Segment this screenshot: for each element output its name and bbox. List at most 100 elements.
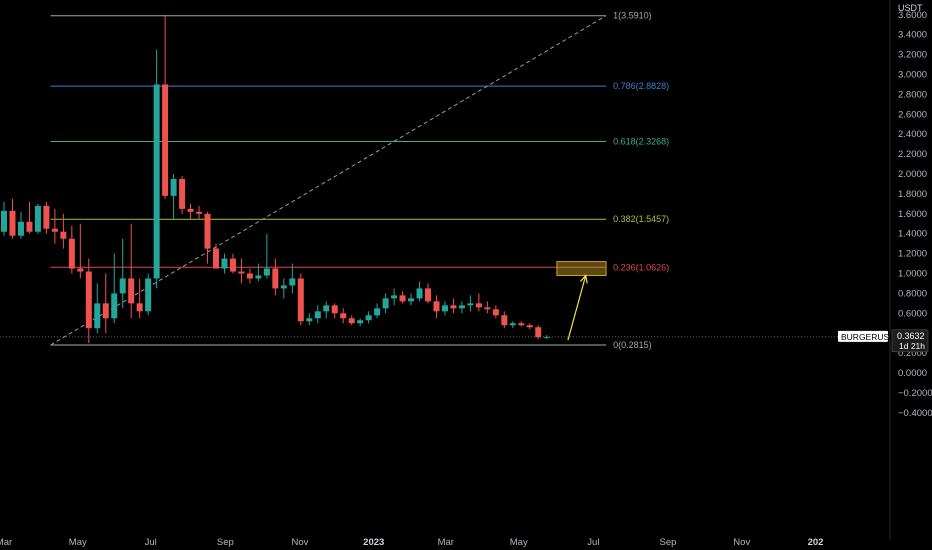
candle-body bbox=[314, 311, 321, 319]
candle-body bbox=[26, 221, 33, 232]
time-tick-label: Nov bbox=[291, 537, 308, 548]
fib-level-label: 0.618(2.3268) bbox=[613, 136, 669, 146]
price-tick-label: 0.2000 bbox=[898, 348, 927, 359]
candle-body bbox=[60, 231, 67, 239]
candle-body bbox=[425, 288, 431, 302]
candle-body bbox=[416, 288, 423, 299]
time-tick-label: Jul bbox=[587, 537, 599, 548]
price-tick-label: 1.6000 bbox=[898, 209, 927, 220]
price-tick-label: 1.0000 bbox=[898, 269, 927, 280]
candle-body bbox=[9, 210, 16, 236]
candle-body bbox=[196, 211, 203, 214]
symbol-tag bbox=[838, 330, 888, 342]
candle-body bbox=[162, 84, 169, 196]
candle-body bbox=[77, 268, 84, 272]
time-axis[interactable]: Mar May Jul Sep Nov 2023 Mar May Jul Sep Nov 202 bbox=[0, 537, 823, 548]
fib-level-label: 0.786(2.8828) bbox=[613, 81, 669, 91]
candle-body bbox=[187, 208, 194, 212]
candle-body bbox=[51, 228, 58, 232]
fib-level-label: 0(0.2815) bbox=[613, 340, 652, 350]
price-tick-label: 3.2000 bbox=[898, 50, 927, 61]
candle-body bbox=[43, 205, 50, 229]
price-tick-label: 3.8000 bbox=[898, 0, 927, 1]
fib-level-label: 1(3.5910) bbox=[613, 11, 652, 21]
price-axis[interactable]: 4.60004.40004.20004.00003.80003.60003.40… bbox=[898, 0, 932, 419]
candle-body bbox=[450, 305, 457, 309]
price-tick-label: 0.8000 bbox=[898, 288, 927, 299]
candle-body bbox=[535, 327, 542, 338]
time-tick-label: May bbox=[510, 537, 528, 548]
time-tick-label: Sep bbox=[660, 537, 677, 548]
candle-body bbox=[374, 308, 381, 316]
candle-body bbox=[348, 318, 355, 324]
candle-body bbox=[255, 275, 262, 279]
fib-trend-line[interactable] bbox=[50, 15, 607, 346]
bar-countdown: 1d 21h bbox=[899, 341, 925, 351]
candle-body bbox=[543, 336, 550, 338]
candle-body bbox=[136, 303, 143, 312]
candle-body bbox=[391, 295, 398, 299]
candle-body bbox=[297, 278, 304, 322]
candle-body bbox=[263, 268, 270, 276]
candle-body bbox=[526, 325, 533, 328]
target-zone-box[interactable] bbox=[556, 261, 607, 276]
fib-retracement[interactable]: 1.382(4.8552)1.236(4.3720)1(3.5910)0.786… bbox=[50, 0, 669, 350]
candle-body bbox=[441, 305, 448, 312]
candlestick-series bbox=[1, 14, 550, 344]
candle-body bbox=[246, 273, 253, 279]
candle-body bbox=[204, 213, 211, 249]
fib-level-label: 0.382(1.5457) bbox=[613, 214, 669, 224]
candle-body bbox=[1, 210, 7, 232]
candle-body bbox=[213, 248, 219, 269]
time-tick-label: Nov bbox=[733, 537, 750, 548]
candle-body bbox=[68, 238, 75, 269]
candle-body bbox=[289, 278, 296, 286]
time-tick-label: May bbox=[69, 537, 87, 548]
candle-body bbox=[492, 309, 499, 316]
price-tick-label: 1.4000 bbox=[898, 229, 927, 240]
time-tick-label: Jul bbox=[145, 537, 157, 548]
last-price-value: 0.3632 bbox=[897, 331, 925, 341]
last-price-tag bbox=[891, 329, 929, 353]
candle-body bbox=[272, 268, 279, 289]
price-tick-label: 0.6000 bbox=[898, 308, 927, 319]
candle-body bbox=[280, 285, 287, 289]
price-tick-label: −0.4000 bbox=[898, 408, 932, 419]
price-axis-unit: USDT bbox=[898, 3, 923, 13]
time-tick-label: Sep bbox=[217, 537, 234, 548]
arrow-shaft bbox=[567, 275, 587, 341]
candle-body bbox=[128, 278, 135, 304]
candle-body bbox=[399, 295, 406, 302]
candle-body bbox=[94, 303, 101, 329]
candle-body bbox=[340, 313, 347, 319]
candle-body bbox=[475, 303, 482, 308]
price-tick-label: 2.6000 bbox=[898, 109, 927, 120]
candle-body bbox=[306, 318, 313, 322]
candle-body bbox=[102, 303, 109, 319]
candle-body bbox=[229, 258, 236, 272]
price-tick-label: −0.2000 bbox=[898, 388, 932, 399]
candle-body bbox=[458, 305, 465, 309]
price-tick-label: 2.8000 bbox=[898, 89, 927, 100]
price-tick-label: 2.0000 bbox=[898, 169, 927, 180]
time-tick-label: 202 bbox=[808, 537, 824, 548]
price-tick-label: 2.2000 bbox=[898, 149, 927, 160]
candle-body bbox=[518, 323, 525, 326]
time-tick-label: Mar bbox=[0, 537, 12, 548]
candle-body bbox=[509, 323, 516, 326]
arrow-head bbox=[580, 274, 588, 284]
candle-body bbox=[17, 221, 24, 236]
time-tick-label: Mar bbox=[438, 537, 454, 548]
candle-body bbox=[501, 315, 508, 326]
projection-arrow[interactable] bbox=[567, 274, 588, 341]
candle-body bbox=[382, 298, 389, 309]
candle-body bbox=[408, 298, 415, 302]
candle-body bbox=[433, 301, 440, 312]
price-tick-label: 1.8000 bbox=[898, 189, 927, 200]
candle-body bbox=[179, 178, 186, 209]
fib-level-label: 0.236(1.0626) bbox=[613, 262, 669, 272]
time-tick-label: 2023 bbox=[363, 537, 384, 548]
candle-body bbox=[170, 178, 177, 196]
candle-body bbox=[365, 315, 372, 321]
